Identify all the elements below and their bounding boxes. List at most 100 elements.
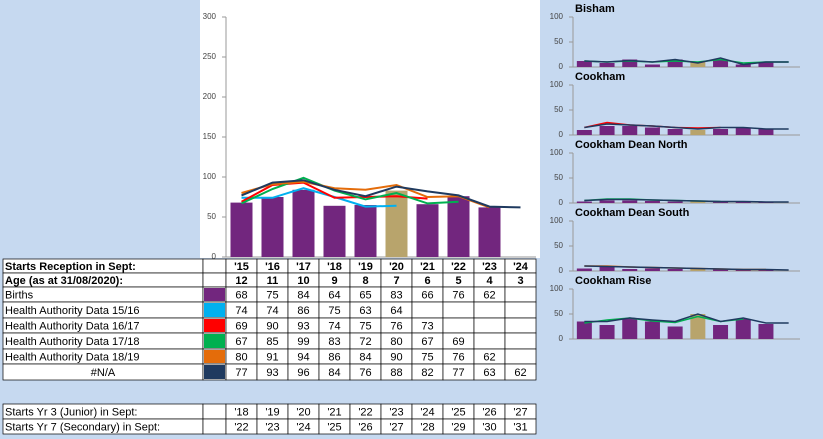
y-tick-label: 50 (554, 37, 563, 46)
bar (735, 269, 751, 271)
bar (622, 126, 638, 135)
cell-value: 88 (390, 367, 402, 379)
y-tick-label: 250 (203, 52, 217, 61)
bar (758, 324, 774, 339)
cell-value: '22 (451, 261, 466, 273)
legend-swatch (204, 319, 225, 332)
bar (576, 201, 592, 203)
cell-value: '28 (420, 421, 434, 433)
cell (504, 418, 537, 435)
legend-swatch (204, 303, 225, 317)
cell-value: '25 (451, 406, 465, 418)
cell (504, 363, 537, 381)
bar (690, 268, 706, 271)
cell-value: '18 (234, 406, 248, 418)
bar (713, 269, 729, 271)
cell (202, 272, 227, 288)
y-tick-label: 0 (559, 198, 564, 207)
cell-value: 80 (235, 351, 247, 363)
line-series (584, 123, 789, 130)
cell-value: 76 (359, 367, 371, 379)
bar (644, 127, 660, 135)
y-tick-label: 100 (550, 80, 564, 89)
legend-swatch (204, 288, 225, 301)
bar (622, 269, 638, 271)
cell-value: 99 (297, 336, 309, 348)
cell-value: 94 (297, 351, 309, 363)
cell-value: '24 (513, 261, 529, 273)
cell-value: 9 (331, 275, 337, 287)
bar (667, 326, 683, 339)
bar (576, 130, 592, 135)
cell-value: '22 (358, 406, 372, 418)
bar (576, 268, 592, 271)
cell (504, 286, 537, 303)
y-tick-label: 50 (554, 241, 563, 250)
bar (323, 205, 346, 257)
cell-value: 85 (266, 336, 278, 348)
legend-swatch (204, 350, 225, 363)
bar (644, 201, 660, 203)
cell-value: 69 (452, 336, 464, 348)
cell-value: '25 (327, 421, 341, 433)
cell (504, 348, 537, 365)
cell-value: 76 (390, 320, 402, 332)
bar (690, 62, 706, 67)
row-label: Starts Reception in Sept: (5, 261, 136, 273)
y-tick-label: 100 (203, 172, 217, 181)
bar (667, 269, 683, 271)
line-series (241, 187, 397, 208)
bar (385, 190, 408, 257)
cell-value: 74 (266, 305, 278, 317)
cell-value: '23 (482, 261, 497, 273)
bar (735, 64, 751, 67)
y-tick-label: 0 (559, 334, 564, 343)
cell-value: 68 (235, 289, 247, 301)
cell (202, 418, 227, 435)
cell-value: 91 (266, 351, 278, 363)
bar (690, 201, 706, 203)
bar (599, 267, 615, 271)
chart-title: Cookham (575, 71, 625, 83)
cell (473, 301, 506, 319)
cell-value: 62 (483, 351, 495, 363)
cell-value: 83 (328, 336, 340, 348)
bar (644, 268, 660, 271)
bar (690, 130, 706, 135)
bar (713, 201, 729, 203)
cell-value: '24 (296, 421, 310, 433)
chart-title: Cookham Rise (575, 275, 651, 287)
bar (644, 321, 660, 339)
cell (202, 258, 227, 274)
y-tick-label: 0 (559, 62, 564, 71)
bar (758, 62, 774, 67)
y-tick-label: 100 (550, 284, 564, 293)
y-tick-label: 300 (203, 12, 217, 21)
cell-value: 96 (297, 367, 309, 379)
line-series (584, 265, 789, 271)
legend-swatch (204, 365, 225, 379)
cell-value: 63 (483, 367, 495, 379)
cell-value: 6 (424, 275, 430, 287)
cell-value: 12 (235, 275, 247, 287)
line-series (241, 176, 459, 205)
row-label: Health Authority Data 18/19 (5, 351, 140, 363)
cell-value: 67 (421, 336, 433, 348)
cell-value: 86 (328, 351, 340, 363)
cell-value: 76 (452, 289, 464, 301)
cell-value: '24 (420, 406, 434, 418)
cell-value: '27 (389, 421, 403, 433)
bar (447, 196, 470, 257)
cell-value: '21 (327, 406, 341, 418)
bar (667, 129, 683, 135)
line-series (584, 198, 789, 203)
cell-value: 84 (328, 367, 340, 379)
y-tick-label: 100 (550, 216, 564, 225)
cell (504, 301, 537, 319)
cell-value: '30 (482, 421, 496, 433)
y-tick-label: 100 (550, 148, 564, 157)
line-series (241, 180, 490, 209)
cell-value: '20 (296, 406, 310, 418)
bar (261, 197, 284, 257)
cell-value: 5 (455, 275, 461, 287)
